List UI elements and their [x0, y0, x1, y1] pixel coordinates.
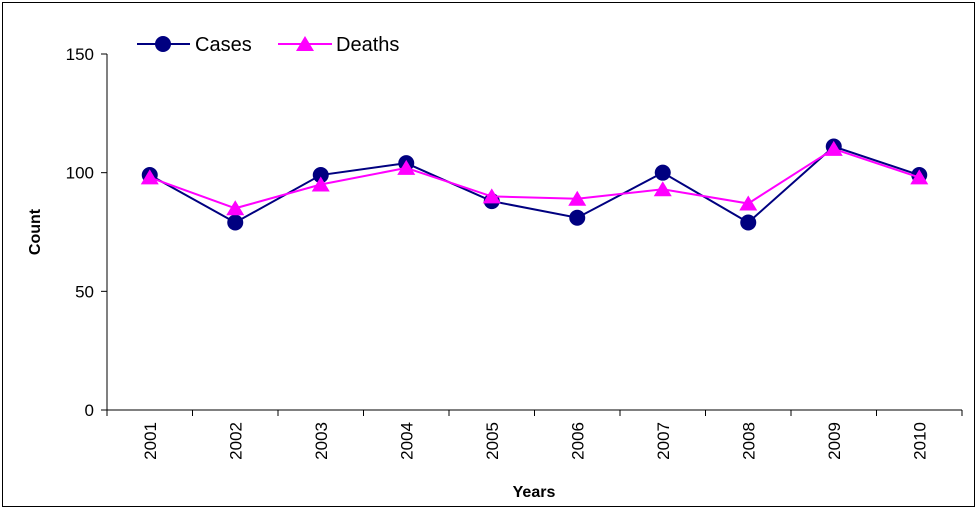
y-ticks: 0 50 100 150 [66, 45, 107, 420]
axes [106, 54, 962, 411]
series-deaths [140, 140, 929, 216]
y-tick-label: 0 [85, 401, 94, 420]
data-point-deaths [910, 169, 929, 185]
data-point-deaths [824, 140, 843, 156]
x-tick-label: 2003 [312, 422, 331, 460]
data-point-deaths [226, 200, 245, 216]
data-point-deaths [397, 159, 416, 175]
x-tick-label: 2009 [825, 422, 844, 460]
legend-deaths-marker [296, 36, 314, 51]
data-point-deaths [311, 176, 330, 192]
data-point-cases [227, 214, 244, 231]
x-tick-label: 2006 [568, 422, 587, 460]
series-line-cases [149, 145, 920, 224]
x-tick-label: 2010 [910, 422, 929, 460]
series-layer [140, 138, 929, 231]
x-tick-label: 2007 [654, 422, 673, 460]
legend-cases-label: Cases [195, 34, 252, 56]
y-tick-label: 150 [66, 45, 94, 64]
x-tick-label: 2008 [739, 422, 758, 460]
y-tick-label: 100 [66, 164, 94, 183]
x-tick-label: 2004 [397, 422, 416, 460]
x-tick-label: 2001 [141, 422, 160, 460]
x-axis-title: Years [513, 484, 556, 501]
legend: Cases Deaths [137, 34, 399, 56]
data-point-deaths [482, 188, 501, 204]
legend-cases-marker [155, 36, 171, 52]
data-point-deaths [739, 195, 758, 211]
data-point-deaths [653, 181, 672, 197]
x-tick-label: 2005 [483, 422, 502, 460]
x-ticks: 2001 2002 2003 2004 2005 2006 2007 2008 2009 2010 [106, 410, 963, 460]
y-tick-label: 50 [75, 282, 94, 301]
data-point-deaths [568, 190, 587, 206]
data-point-cases [654, 164, 671, 181]
data-point-cases [569, 209, 586, 226]
legend-deaths-label: Deaths [336, 34, 399, 56]
series-line-deaths [149, 147, 920, 210]
data-point-deaths [140, 169, 159, 185]
legend-item-deaths: Deaths [278, 34, 399, 56]
series-cases [141, 138, 928, 231]
y-axis-title: Count [27, 208, 44, 255]
data-point-cases [740, 214, 757, 231]
data-point-cases [312, 167, 329, 184]
legend-item-cases: Cases [137, 34, 252, 56]
x-tick-label: 2002 [226, 422, 245, 460]
